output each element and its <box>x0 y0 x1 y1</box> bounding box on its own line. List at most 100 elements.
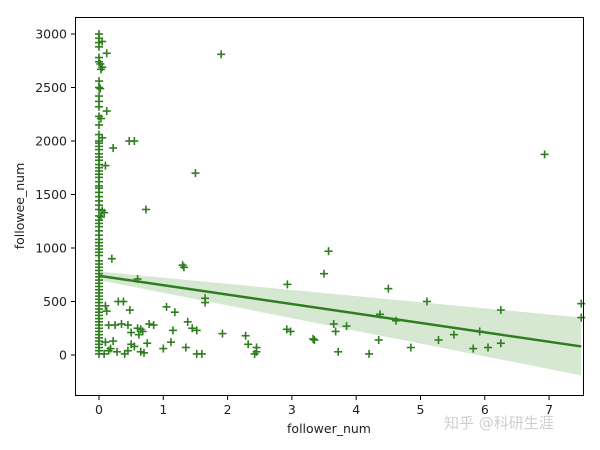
data-point-plus-icon <box>125 306 134 315</box>
data-point-plus-icon <box>434 336 443 345</box>
x-tick-label: 6 <box>481 402 489 417</box>
data-point-plus-icon <box>244 340 253 349</box>
data-point-plus-icon <box>96 114 105 123</box>
data-point-plus-icon <box>101 161 110 170</box>
data-point-plus-icon <box>101 301 110 310</box>
data-point-plus-icon <box>384 284 393 293</box>
data-point-plus-icon <box>320 269 329 278</box>
x-axis-label: follower_num <box>287 421 371 436</box>
data-point-plus-icon <box>111 321 120 330</box>
data-point-plus-icon <box>109 337 118 346</box>
data-point-plus-icon <box>496 306 505 315</box>
data-point-plus-icon <box>167 338 176 347</box>
data-point-plus-icon <box>136 347 145 356</box>
x-tick-label: 2 <box>224 402 232 417</box>
data-point-plus-icon <box>406 343 415 352</box>
data-point-plus-icon <box>127 328 136 337</box>
data-point-plus-icon <box>179 263 188 272</box>
data-point-plus-icon <box>101 338 110 347</box>
data-point-plus-icon <box>334 347 343 356</box>
data-point-plus-icon <box>102 49 111 58</box>
data-point-plus-icon <box>95 83 103 92</box>
data-point-plus-icon <box>324 247 333 256</box>
y-tick-label: 1000 <box>35 241 67 256</box>
data-point-plus-icon <box>310 336 319 345</box>
data-point-plus-icon <box>138 327 147 336</box>
data-point-plus-icon <box>95 102 103 111</box>
data-point-plus-icon <box>149 321 158 330</box>
x-tick-label: 3 <box>288 402 296 417</box>
y-axis-ticks: 0 500 1000 1500 2000 2500 3000 <box>35 27 75 363</box>
data-point-plus-icon <box>109 143 118 152</box>
data-point-plus-icon <box>96 65 105 74</box>
data-point-plus-icon <box>540 150 549 159</box>
y-tick-label: 0 <box>59 348 67 363</box>
x-tick-label: 1 <box>159 402 167 417</box>
regression-line <box>98 274 582 348</box>
data-point-plus-icon <box>283 280 292 289</box>
data-point-plus-icon <box>145 319 154 328</box>
data-point-plus-icon <box>342 322 351 331</box>
ci-band <box>99 271 582 376</box>
data-point-plus-icon <box>197 349 206 358</box>
data-point-plus-icon <box>331 327 340 336</box>
confidence-band <box>99 271 582 376</box>
x-tick-label: 0 <box>95 402 103 417</box>
data-point-plus-icon <box>143 339 152 348</box>
data-point-plus-icon <box>469 344 478 353</box>
data-point-plus-icon <box>113 347 122 356</box>
y-tick-label: 3000 <box>35 27 67 42</box>
data-point-plus-icon <box>188 324 197 333</box>
data-point-plus-icon <box>191 169 200 178</box>
data-point-plus-icon <box>329 319 338 328</box>
data-point-plus-icon <box>162 302 171 311</box>
data-point-plus-icon <box>120 349 129 358</box>
y-tick-label: 2500 <box>35 80 67 95</box>
data-point-plus-icon <box>449 330 458 339</box>
data-point-plus-icon <box>181 343 190 352</box>
data-point-plus-icon <box>102 107 111 116</box>
watermark-text: 知乎 @科研生涯 <box>444 414 554 432</box>
y-axis-label: followee_num <box>12 163 27 250</box>
x-axis-ticks: 0 1 2 3 4 5 6 7 <box>95 396 553 417</box>
data-point-plus-icon <box>496 339 505 348</box>
data-point-plus-icon <box>170 308 179 317</box>
data-point-plus-icon <box>130 137 139 145</box>
data-point-plus-icon <box>192 326 201 335</box>
x-tick-label: 5 <box>417 402 425 417</box>
data-point-plus-icon <box>96 84 105 93</box>
data-point-plus-icon <box>250 349 259 358</box>
y-tick-label: 1500 <box>35 187 67 202</box>
data-point-plus-icon <box>100 208 109 217</box>
data-point-plus-icon <box>309 334 318 343</box>
data-point-plus-icon <box>577 299 586 308</box>
data-point-plus-icon <box>104 346 113 355</box>
data-point-plus-icon <box>218 329 227 338</box>
plot-frame <box>75 17 584 396</box>
data-point-plus-icon <box>159 344 168 353</box>
data-point-plus-icon <box>130 342 139 351</box>
data-point-plus-icon <box>484 343 493 352</box>
x-tick-label: 7 <box>545 402 553 417</box>
data-point-plus-icon <box>98 37 107 46</box>
data-point-plus-icon <box>107 254 116 263</box>
data-point-plus-icon <box>365 349 374 358</box>
data-point-plus-icon <box>95 120 103 129</box>
data-point-plus-icon <box>123 321 132 330</box>
data-point-plus-icon <box>183 317 192 326</box>
data-point-plus-icon <box>286 327 295 336</box>
data-point-plus-icon <box>119 297 128 306</box>
data-point-plus-icon <box>422 297 431 306</box>
regression-line-path <box>98 274 582 348</box>
data-point-plus-icon <box>117 319 126 328</box>
data-point-plus-icon <box>168 326 177 335</box>
data-point-plus-icon <box>241 331 250 340</box>
data-point-plus-icon <box>100 349 109 358</box>
data-point-plus-icon <box>217 50 226 59</box>
data-point-plus-icon <box>102 307 111 316</box>
x-tick-label: 4 <box>352 402 360 417</box>
y-tick-label: 2000 <box>35 134 67 149</box>
data-point-plus-icon <box>141 205 150 214</box>
data-point-plus-icon <box>374 336 383 345</box>
